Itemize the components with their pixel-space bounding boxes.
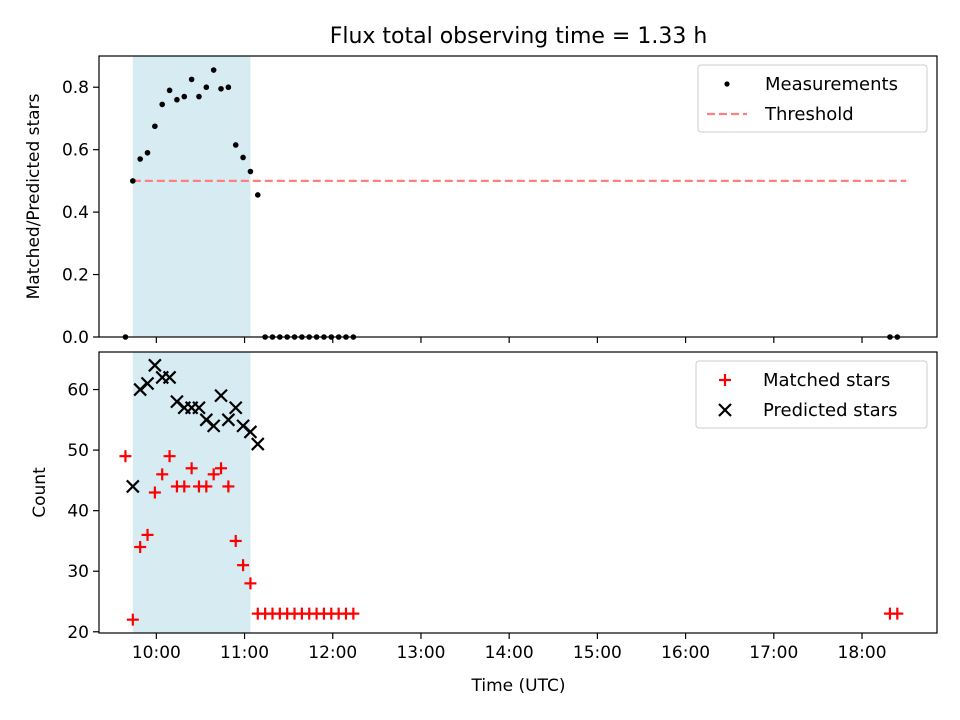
top-points-layer: [122, 67, 901, 340]
measurement-point: [240, 154, 246, 161]
bottom-y-tick-label: 40: [67, 502, 89, 522]
bottom-y-ticks: 20 30 40 50 60: [67, 381, 99, 643]
bottom-points-layer: [119, 358, 904, 626]
measurement-point: [247, 168, 254, 175]
matched-star-point: [119, 450, 132, 463]
x-tick-label: 15:00: [573, 643, 622, 663]
predicted-star-point: [162, 370, 177, 385]
measurement-point: [203, 84, 210, 91]
top-shaded-span: [132, 56, 251, 337]
legend-measurements-label: Measurements: [765, 74, 898, 95]
top-y-tick-label: 0.0: [62, 328, 89, 348]
matched-star-point: [163, 450, 176, 463]
measurement-point: [166, 87, 173, 94]
top-y-ticks: 0.0 0.2 0.4 0.6 0.8: [62, 78, 99, 348]
measurement-point: [174, 96, 180, 103]
measurement-point: [181, 93, 188, 100]
bottom-y-axis-label: Count: [30, 467, 50, 518]
matched-star-point: [178, 480, 191, 493]
x-tick-label: 16:00: [661, 643, 710, 663]
measurement-point: [159, 101, 166, 108]
bottom-panel: 20 30 40 50 60 10:00 11:00 12:00 13:00 14:00 15:0…: [30, 351, 938, 696]
predicted-star-point: [140, 376, 155, 391]
top-legend: Measurements Threshold: [697, 64, 928, 133]
measurement-point: [225, 84, 232, 91]
x-tick-label: 10:00: [132, 643, 181, 663]
measurement-point: [196, 93, 202, 100]
x-tick-label: 14:00: [485, 643, 534, 663]
top-y-tick-label: 0.4: [62, 203, 89, 223]
x-tick-label: 17:00: [749, 643, 798, 663]
x-tick-label: 11:00: [220, 643, 269, 663]
top-y-tick-label: 0.6: [62, 141, 89, 161]
predicted-star-point: [126, 479, 140, 494]
x-tick-label: 12:00: [308, 643, 357, 663]
matched-star-point: [215, 462, 228, 475]
predicted-star-point: [214, 388, 228, 403]
predicted-star-point: [221, 413, 236, 427]
top-legend-box: [697, 64, 928, 133]
matched-star-point: [222, 480, 235, 493]
measurement-point: [218, 85, 224, 92]
matched-star-point: [141, 528, 154, 541]
predicted-star-point: [148, 358, 162, 373]
predicted-star-point: [206, 419, 221, 433]
bottom-legend-box: [695, 360, 928, 429]
bottom-y-tick-label: 20: [67, 623, 89, 643]
measurement-point: [152, 123, 158, 130]
matched-star-point: [244, 577, 257, 590]
legend-measurements-marker: [724, 81, 730, 87]
measurement-point: [210, 67, 217, 73]
matched-star-point: [347, 607, 360, 620]
bottom-y-tick-label: 30: [67, 562, 89, 582]
matched-star-point: [156, 468, 169, 481]
matched-star-point: [148, 486, 161, 499]
matched-star-point: [229, 534, 242, 547]
bottom-y-tick-label: 60: [67, 381, 89, 401]
matched-star-point: [134, 541, 147, 554]
measurement-point: [254, 192, 261, 198]
predicted-star-point: [251, 437, 265, 451]
matched-star-point: [891, 607, 904, 620]
top-x-ticks: [155, 337, 863, 343]
measurement-point: [232, 142, 239, 148]
matched-star-point: [237, 559, 250, 572]
bottom-y-tick-label: 50: [67, 441, 89, 461]
legend-matched-marker: [719, 374, 731, 386]
measurement-point: [144, 149, 151, 156]
top-y-axis-label: Matched/Predicted stars: [24, 93, 44, 299]
measurement-point: [130, 178, 136, 184]
bottom-legend: Matched stars Predicted stars: [695, 360, 928, 429]
x-tick-label: 13:00: [396, 643, 445, 663]
predicted-star-point: [192, 400, 206, 415]
matched-star-point: [207, 468, 220, 481]
predicted-star-point: [243, 425, 258, 439]
measurement-point: [188, 76, 195, 83]
top-y-tick-label: 0.8: [62, 78, 89, 98]
top-y-tick-label: 0.2: [62, 266, 89, 286]
x-tick-label: 18:00: [838, 643, 887, 663]
matched-star-point: [185, 462, 198, 475]
matched-star-point: [200, 480, 213, 493]
legend-predicted-marker: [718, 403, 732, 417]
matched-star-point: [126, 613, 139, 626]
bottom-axes-frame: [98, 351, 938, 634]
legend-threshold-label: Threshold: [764, 104, 854, 125]
measurement-point: [137, 156, 143, 162]
top-panel: 0.00.20.40.60.8 Matched/Predicted stars …: [24, 55, 938, 348]
predicted-star-point: [228, 400, 243, 415]
chart-title: Flux total observing time = 1.33 h: [330, 24, 708, 49]
x-axis-label: Time (UTC): [471, 676, 566, 696]
bottom-x-ticks: 10:00 11:00 12:00 13:00 14:00 15:00 16:00 17:00…: [132, 633, 887, 663]
top-axes-frame: [98, 55, 938, 338]
legend-matched-label: Matched stars: [763, 370, 890, 391]
legend-predicted-label: Predicted stars: [763, 400, 897, 421]
